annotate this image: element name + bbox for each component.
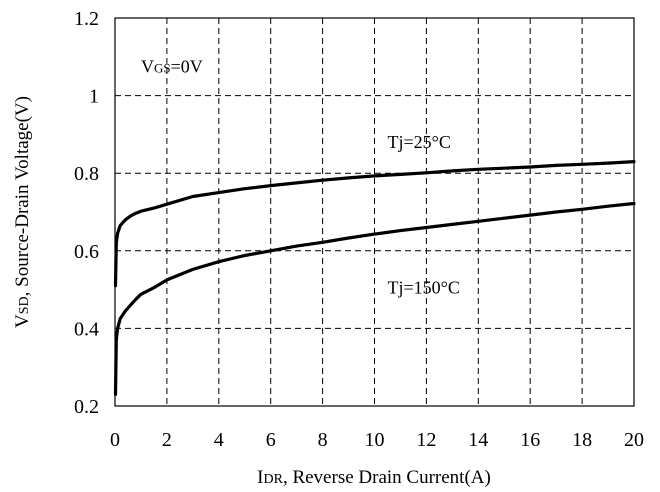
series-line-tj150: [113, 201, 636, 396]
x-tick-label: 16: [520, 429, 540, 451]
x-tick-label: 12: [416, 429, 436, 451]
annotations: VGS=0V Tj=25°C Tj=150°C: [141, 56, 460, 297]
y-tick-label: 1: [89, 86, 99, 108]
x-axis-label-main: I: [257, 467, 263, 488]
annotation-vgs: VGS=0V: [141, 56, 203, 76]
x-axis-label-rest: , Reverse Drain Current(A): [283, 467, 491, 488]
y-tick-label: 0.4: [74, 318, 99, 340]
y-tick-label: 0.6: [74, 241, 99, 263]
x-tick-label: 0: [110, 429, 120, 451]
x-tick-label: 8: [318, 429, 328, 451]
y-axis-label-sub: SD: [17, 296, 32, 314]
grid-lines: [115, 18, 634, 406]
series-line-tj25: [113, 160, 636, 288]
x-axis-label: IDR, Reverse Drain Current(A): [257, 467, 491, 488]
y-tick-label: 1.2: [74, 8, 99, 30]
x-tick-label: 14: [468, 429, 488, 451]
x-tick-label: 2: [162, 429, 172, 451]
annotation-tj25: Tj=25°C: [387, 132, 450, 152]
x-tick-label: 18: [572, 429, 592, 451]
x-axis-label-sub: DR: [264, 472, 284, 487]
y-axis-label: VSD, Source-Drain Voltage(V): [12, 96, 33, 328]
y-axis-label-rest: , Source-Drain Voltage(V): [12, 96, 33, 296]
series-lines: [113, 160, 636, 396]
y-axis-label-main: V: [12, 314, 33, 328]
y-tick-label: 0.2: [74, 396, 99, 418]
annotation-tj150: Tj=150°C: [387, 277, 459, 297]
x-tick-label: 6: [266, 429, 276, 451]
y-tick-labels: 0.2 0.4 0.6 0.8 1 1.2: [74, 8, 99, 418]
x-tick-label: 10: [365, 429, 385, 451]
plot-frame: [114, 17, 635, 407]
y-tick-label: 0.8: [74, 163, 99, 185]
x-tick-label: 4: [214, 429, 224, 451]
x-tick-labels: 0 2 4 6 8 10 12 14 16 18 20: [110, 429, 644, 451]
x-tick-label: 20: [624, 429, 644, 451]
